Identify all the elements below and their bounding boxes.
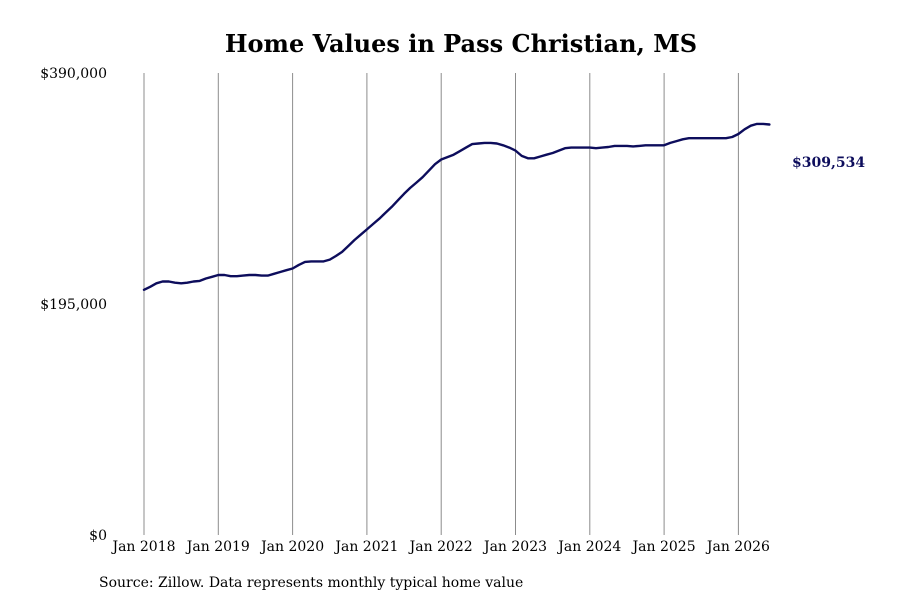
x-tick-label: Jan 2022: [408, 539, 473, 555]
x-axis-ticks: Jan 2018 Jan 2019 Jan 2020 Jan 2021 Jan 2022…: [110, 539, 770, 555]
y-tick-label: $390,000: [40, 66, 107, 82]
y-axis-ticks: $390,000 $195,000 $0: [40, 66, 107, 544]
gridlines: [143, 73, 739, 535]
source-note: Source: Zillow. Data represents monthly …: [99, 575, 523, 591]
end-value-label: $309,534: [792, 155, 865, 171]
x-tick-label: Jan 2024: [556, 539, 621, 555]
chart-title: Home Values in Pass Christian, MS: [225, 29, 697, 58]
y-tick-label: $0: [89, 528, 107, 544]
series-line: [142, 122, 771, 291]
x-tick-label: Jan 2018: [110, 539, 175, 555]
y-tick-label: $195,000: [40, 297, 107, 313]
series-layer: [142, 122, 771, 291]
x-tick-label: Jan 2020: [259, 539, 324, 555]
x-tick-label: Jan 2021: [333, 539, 398, 555]
x-tick-label: Jan 2025: [631, 539, 696, 555]
x-tick-label: Jan 2023: [482, 539, 547, 555]
x-tick-label: Jan 2026: [705, 539, 770, 555]
x-tick-label: Jan 2019: [185, 539, 250, 555]
